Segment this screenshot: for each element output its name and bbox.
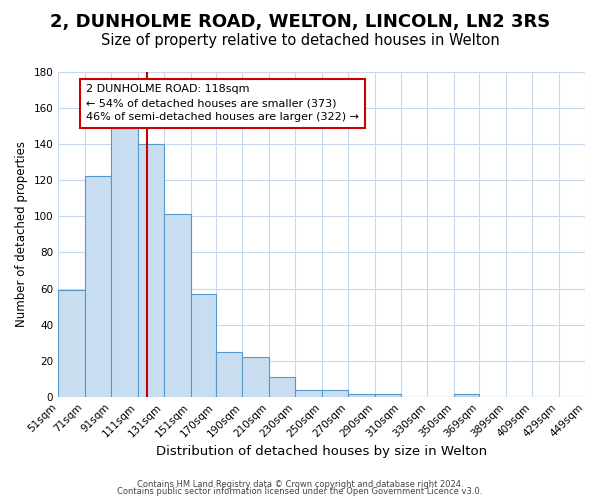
- Text: 2, DUNHOLME ROAD, WELTON, LINCOLN, LN2 3RS: 2, DUNHOLME ROAD, WELTON, LINCOLN, LN2 3…: [50, 12, 550, 30]
- Text: Contains public sector information licensed under the Open Government Licence v3: Contains public sector information licen…: [118, 488, 482, 496]
- Y-axis label: Number of detached properties: Number of detached properties: [15, 142, 28, 328]
- X-axis label: Distribution of detached houses by size in Welton: Distribution of detached houses by size …: [156, 444, 487, 458]
- Text: Contains HM Land Registry data © Crown copyright and database right 2024.: Contains HM Land Registry data © Crown c…: [137, 480, 463, 489]
- Bar: [191, 294, 215, 397]
- Bar: [322, 390, 348, 397]
- Text: Size of property relative to detached houses in Welton: Size of property relative to detached ho…: [101, 32, 499, 48]
- Text: 2 DUNHOLME ROAD: 118sqm
← 54% of detached houses are smaller (373)
46% of semi-d: 2 DUNHOLME ROAD: 118sqm ← 54% of detache…: [86, 84, 359, 122]
- Bar: [269, 378, 295, 397]
- Bar: [295, 390, 322, 397]
- Bar: [374, 394, 401, 397]
- Bar: [164, 214, 191, 397]
- Bar: [85, 176, 111, 397]
- Bar: [454, 394, 479, 397]
- Bar: [111, 126, 137, 397]
- Bar: [348, 394, 374, 397]
- Bar: [137, 144, 164, 397]
- Bar: [58, 290, 85, 397]
- Bar: [242, 358, 269, 397]
- Bar: [215, 352, 242, 397]
